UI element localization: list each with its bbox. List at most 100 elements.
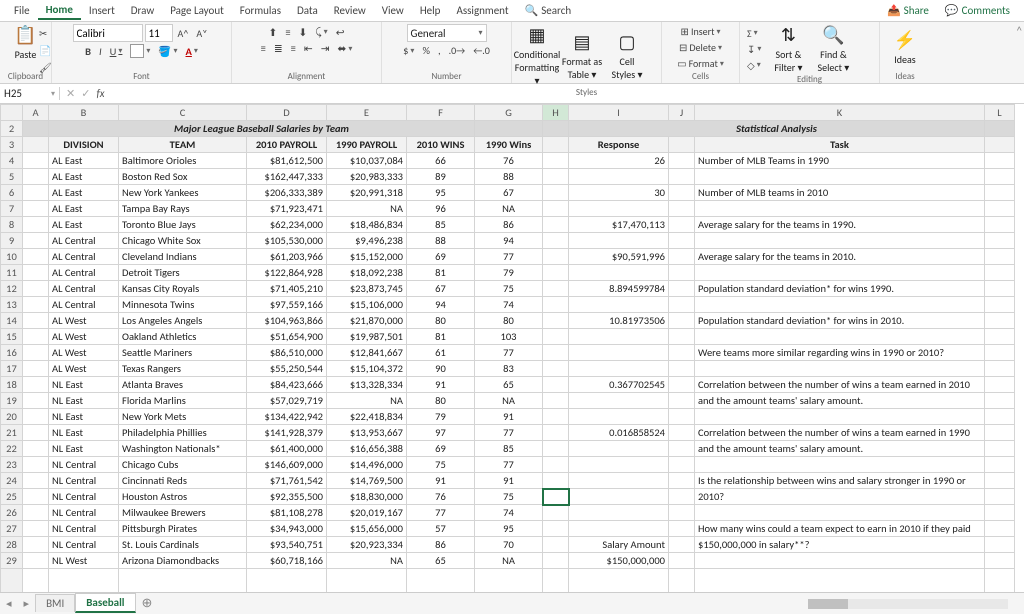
- align-left-button[interactable]: ≡: [258, 41, 269, 56]
- sheet-tab-baseball[interactable]: Baseball: [75, 593, 135, 613]
- align-right-button[interactable]: ≡: [288, 41, 299, 56]
- cut-button[interactable]: ✂: [36, 26, 55, 41]
- align-center-button[interactable]: ≣: [271, 41, 286, 56]
- row-header[interactable]: 7: [1, 201, 23, 217]
- table-row[interactable]: 29NL WestArizona Diamondbacks$60,718,166…: [1, 553, 1015, 569]
- tab-assignment[interactable]: Assignment: [448, 2, 516, 19]
- table-row[interactable]: 17AL WestTexas Rangers$55,250,544$15,104…: [1, 361, 1015, 377]
- row-header[interactable]: 15: [1, 329, 23, 345]
- sheet-nav-prev[interactable]: ◂: [0, 597, 18, 610]
- merge-button[interactable]: ⬌: [335, 41, 356, 56]
- row-header[interactable]: 5: [1, 169, 23, 185]
- table-row[interactable]: 28NL CentralSt. Louis Cardinals$93,540,7…: [1, 537, 1015, 553]
- table-row[interactable]: 5AL EastBoston Red Sox$162,447,333$20,98…: [1, 169, 1015, 185]
- row-header[interactable]: 17: [1, 361, 23, 377]
- row-header[interactable]: 2: [1, 121, 23, 137]
- column-header-I[interactable]: I: [569, 105, 669, 121]
- column-header-F[interactable]: F: [407, 105, 475, 121]
- row-header[interactable]: 14: [1, 313, 23, 329]
- wrap-text-button[interactable]: ↩: [333, 25, 348, 40]
- decrease-decimal-button[interactable]: ←.0: [470, 43, 493, 58]
- table-row[interactable]: 24NL CentralCincinnati Reds$71,761,542$1…: [1, 473, 1015, 489]
- tab-formulas[interactable]: Formulas: [232, 2, 289, 19]
- table-row[interactable]: 18NL EastAtlanta Braves$84,423,666$13,32…: [1, 377, 1015, 393]
- fx-button[interactable]: fx: [96, 87, 104, 100]
- sheet-tab-bmi[interactable]: BMI: [35, 594, 75, 612]
- align-bottom-button[interactable]: ⬇: [296, 25, 311, 40]
- tab-draw[interactable]: Draw: [123, 2, 162, 19]
- percent-button[interactable]: %: [419, 43, 433, 58]
- table-row[interactable]: 27NL CentralPittsburgh Pirates$34,943,00…: [1, 521, 1015, 537]
- row-header[interactable]: 9: [1, 233, 23, 249]
- comma-button[interactable]: ,: [435, 43, 444, 58]
- collapse-ribbon-button[interactable]: ^: [1015, 22, 1024, 83]
- table-row[interactable]: 16AL WestSeattle Mariners$86,510,000$12,…: [1, 345, 1015, 361]
- row-header[interactable]: 10: [1, 249, 23, 265]
- shrink-font-button[interactable]: A˅: [193, 26, 210, 41]
- search-box[interactable]: 🔍Search: [517, 2, 580, 19]
- align-top-button[interactable]: ⬆: [266, 25, 281, 40]
- copy-button[interactable]: 📄: [36, 43, 55, 58]
- tab-insert[interactable]: Insert: [81, 2, 123, 19]
- table-row[interactable]: 13AL CentralMinnesota Twins$97,559,166$1…: [1, 297, 1015, 313]
- table-row[interactable]: 20NL EastNew York Mets$134,422,942$22,41…: [1, 409, 1015, 425]
- table-row[interactable]: 7AL EastTampa Bay Rays$71,923,471NA96NA: [1, 201, 1015, 217]
- table-row[interactable]: 22NL EastWashington Nationals*$61,400,00…: [1, 441, 1015, 457]
- row-header[interactable]: 16: [1, 345, 23, 361]
- row-header[interactable]: 13: [1, 297, 23, 313]
- table-row[interactable]: 19NL EastFlorida Marlins$57,029,719NA80N…: [1, 393, 1015, 409]
- tab-file[interactable]: File: [6, 2, 38, 19]
- table-row[interactable]: 12AL CentralKansas City Royals$71,405,21…: [1, 281, 1015, 297]
- font-size-combo[interactable]: [145, 24, 173, 42]
- row-header[interactable]: 22: [1, 441, 23, 457]
- row-header[interactable]: 19: [1, 393, 23, 409]
- table-row[interactable]: 14AL WestLos Angeles Angels$104,963,866$…: [1, 313, 1015, 329]
- table-row[interactable]: 8AL EastToronto Blue Jays$62,234,000$18,…: [1, 217, 1015, 233]
- row-header[interactable]: 6: [1, 185, 23, 201]
- tab-help[interactable]: Help: [412, 2, 449, 19]
- column-header-C[interactable]: C: [119, 105, 247, 121]
- column-header-J[interactable]: J: [669, 105, 695, 121]
- row-header[interactable]: 12: [1, 281, 23, 297]
- sheet-nav-next[interactable]: ▸: [18, 597, 36, 610]
- italic-button[interactable]: I: [96, 44, 105, 59]
- share-button[interactable]: 📤Share: [879, 2, 937, 19]
- column-header-A[interactable]: A: [23, 105, 49, 121]
- underline-button[interactable]: U: [107, 44, 126, 59]
- decrease-indent-button[interactable]: ⇤: [301, 41, 316, 56]
- format-painter-button[interactable]: 🖌: [36, 60, 55, 75]
- autosum-button[interactable]: Σ: [744, 26, 764, 41]
- table-row[interactable]: 9AL CentralChicago White Sox$105,530,000…: [1, 233, 1015, 249]
- increase-decimal-button[interactable]: .0→: [446, 43, 469, 58]
- row-header[interactable]: 26: [1, 505, 23, 521]
- table-row[interactable]: 26NL CentralMilwaukee Brewers$81,108,278…: [1, 505, 1015, 521]
- cell-styles-button[interactable]: ▢CellStyles ▾: [606, 31, 648, 81]
- column-header-H[interactable]: H: [543, 105, 569, 121]
- row-header[interactable]: 28: [1, 537, 23, 553]
- border-button[interactable]: [127, 43, 153, 59]
- font-color-button[interactable]: A: [183, 44, 201, 59]
- name-box[interactable]: H25▾: [0, 87, 60, 100]
- fill-button[interactable]: ↧: [744, 42, 764, 57]
- delete-cells-button[interactable]: ⊟ Delete: [676, 40, 725, 55]
- currency-button[interactable]: $: [400, 43, 417, 58]
- row-header[interactable]: 27: [1, 521, 23, 537]
- enter-formula-button[interactable]: ✓: [81, 87, 90, 100]
- select-all-corner[interactable]: [1, 105, 23, 121]
- bold-button[interactable]: B: [82, 44, 94, 59]
- column-header-B[interactable]: B: [49, 105, 119, 121]
- column-header-G[interactable]: G: [475, 105, 543, 121]
- row-header[interactable]: 25: [1, 489, 23, 505]
- insert-cells-button[interactable]: ⊞ Insert: [678, 24, 724, 39]
- comments-button[interactable]: 💬Comments: [937, 2, 1018, 19]
- table-row[interactable]: 25NL CentralHouston Astros$92,355,500$18…: [1, 489, 1015, 505]
- format-as-table-button[interactable]: ▤Format asTable ▾: [561, 31, 603, 81]
- clear-button[interactable]: ◇: [744, 58, 764, 73]
- row-header[interactable]: 23: [1, 457, 23, 473]
- table-row[interactable]: 21NL EastPhiladelphia Phillies$141,928,3…: [1, 425, 1015, 441]
- row-header[interactable]: 3: [1, 137, 23, 153]
- row-header[interactable]: 21: [1, 425, 23, 441]
- table-row[interactable]: 6AL EastNew York Yankees$206,333,389$20,…: [1, 185, 1015, 201]
- row-header[interactable]: 4: [1, 153, 23, 169]
- table-row[interactable]: 4AL EastBaltimore Orioles$81,612,500$10,…: [1, 153, 1015, 169]
